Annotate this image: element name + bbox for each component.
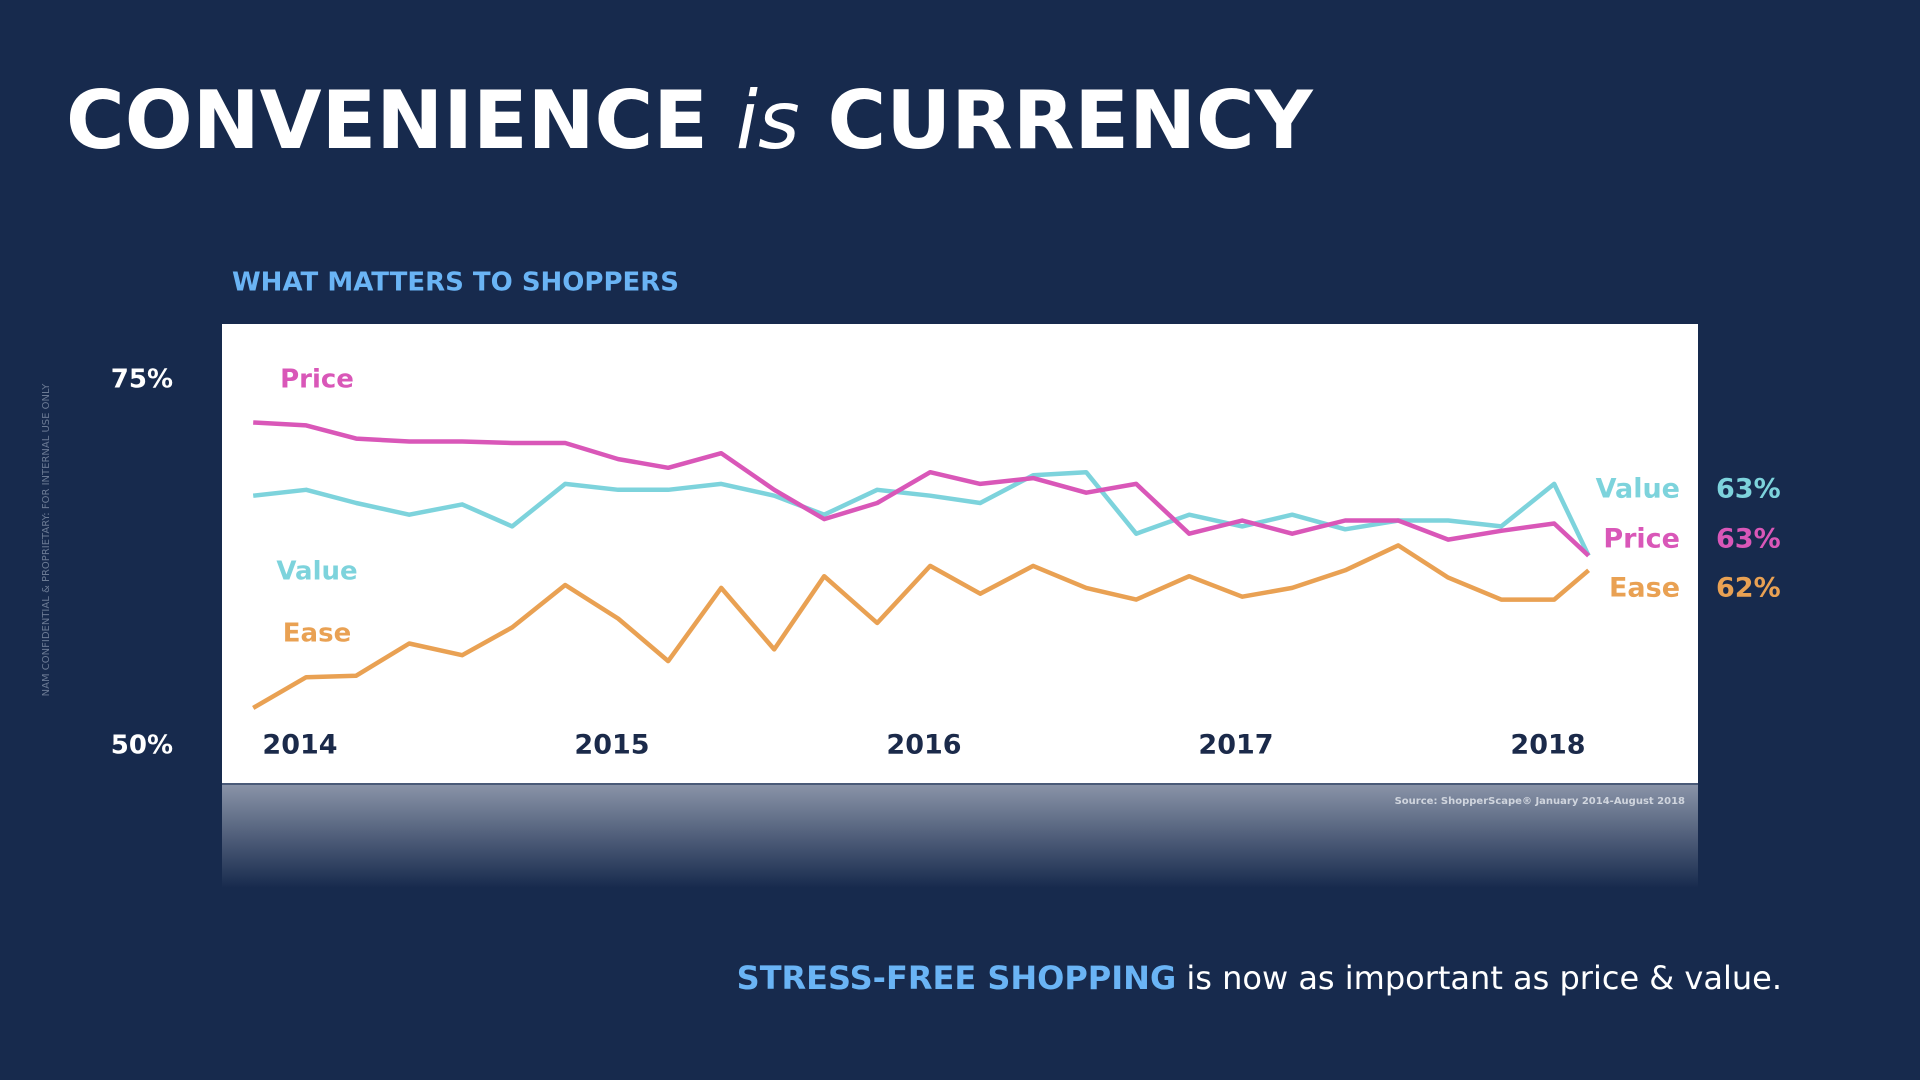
series-label: Value: [276, 557, 357, 587]
y-tick-label: 50%: [111, 731, 173, 761]
footer: STRESS-FREE SHOPPING is now as important…: [737, 959, 1782, 997]
value-label: 63%: [1716, 474, 1781, 505]
x-tick-label: 2018: [1510, 730, 1585, 761]
title-part: is: [736, 74, 800, 167]
title-part: CONVENIENCE: [66, 74, 708, 167]
footer-text: is now as important as price & value.: [1186, 959, 1782, 997]
title-part: CURRENCY: [828, 74, 1314, 167]
series-label: Price: [280, 365, 354, 395]
series-line: [252, 469, 1591, 557]
value-label: 62%: [1716, 573, 1781, 604]
series-line: [253, 420, 1591, 558]
x-tick-label: 2015: [574, 730, 649, 761]
plot-shadow: [222, 784, 1698, 888]
source-note: Source: ShopperScape® January 2014-Augus…: [1395, 796, 1685, 807]
series-line: [252, 543, 1591, 710]
legend-label: Price: [1603, 524, 1680, 555]
value-label: 63%: [1716, 524, 1781, 555]
x-tick-label: 2017: [1198, 730, 1273, 761]
plot-area: [222, 324, 1698, 784]
legend-label: Ease: [1609, 573, 1680, 604]
slide-title: CONVENIENCE is CURRENCY: [66, 74, 1314, 167]
chart: 50% 75% 2014 2015 2016 2017 2018 Value Value 63% P…: [111, 365, 1781, 761]
x-tick-label: 2016: [886, 730, 961, 761]
series-label: Ease: [283, 619, 351, 649]
chart-title: WHAT MATTERS TO SHOPPERS: [232, 268, 679, 298]
legend-label: Value: [1596, 474, 1680, 505]
x-tick-label: 2014: [262, 730, 337, 761]
y-tick-label: 75%: [111, 365, 173, 395]
footer-highlight: STRESS-FREE SHOPPING: [737, 959, 1177, 997]
confidential-note: NAM CONFIDENTIAL & PROPRIETARY: FOR INTE…: [41, 383, 52, 697]
